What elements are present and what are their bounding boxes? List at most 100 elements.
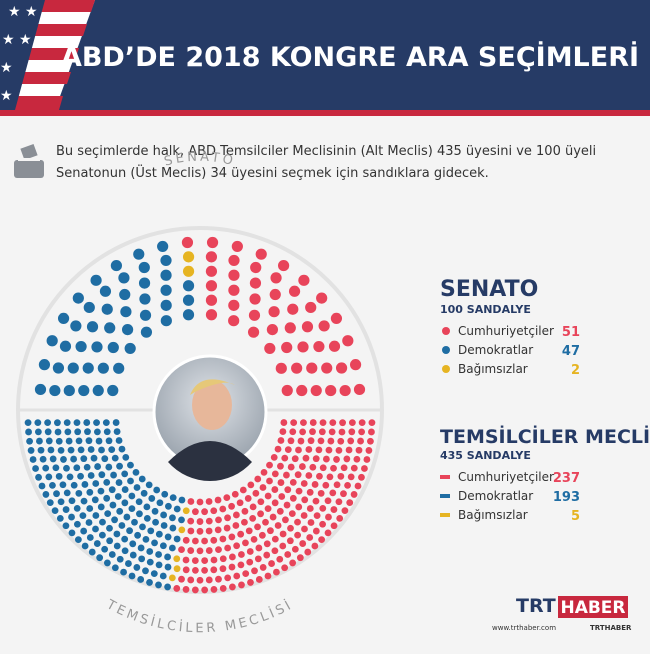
seat [164,563,172,571]
seat [330,522,338,530]
seat [224,514,231,522]
legend: Cumhuriyetçiler 51 Demokratlar 47 Bağımsızla… [440,324,580,524]
seat [56,514,64,522]
seat [191,586,199,594]
seat [160,284,172,296]
seat [294,518,301,526]
seat [232,522,240,529]
seat [219,505,227,513]
seat [173,505,181,513]
seat [160,299,172,311]
seat [306,505,314,512]
seat [182,294,195,306]
seat [306,488,314,496]
seat [187,527,195,535]
seat [81,542,89,550]
seat [321,362,333,374]
intro-text: Senatonun (Üst Meclis) 34 üyesini seçmek… [56,164,489,181]
seat [287,524,294,532]
seat [317,437,325,445]
seat [164,583,171,591]
seat [81,481,89,488]
seat [37,446,45,454]
seat [169,514,176,522]
seat [228,269,240,281]
seat [269,288,281,301]
seat [146,558,154,566]
seat [49,455,57,463]
seat [135,498,143,506]
ring-label: TEMSİLCİLER MECLİSİ [103,596,296,636]
seat [62,506,70,513]
legend-value: 2 [571,363,580,378]
seat [311,481,319,488]
seat [110,471,117,479]
seat [318,536,326,544]
seat [70,481,78,489]
seat [129,551,137,559]
seat [306,534,314,541]
seat [74,520,81,528]
seat [317,489,325,497]
seat [264,505,272,513]
seat [191,557,199,564]
seat [297,437,305,445]
seat [103,478,111,486]
seat [275,362,287,374]
logo-text: HABER [560,598,625,618]
seat [264,342,276,355]
seat [249,293,261,305]
seat [210,536,218,544]
legend-swatch [440,494,450,498]
seat [347,437,355,445]
seat [368,419,376,427]
seat [196,498,204,506]
seat [353,383,366,396]
seat [107,341,119,354]
seat [121,547,129,555]
seat [271,535,279,543]
seat [115,479,123,486]
seat [140,326,153,338]
seat [63,384,75,397]
seat [118,272,130,284]
seat [289,559,297,567]
seat [295,503,303,511]
seat [316,292,328,304]
seat [39,455,47,463]
seat [367,437,374,445]
seat [91,496,99,504]
seat [347,473,355,481]
seat [182,507,190,515]
seat [187,576,195,584]
seat [299,428,307,436]
seat [201,566,209,574]
seat [224,574,232,582]
seat [57,498,65,506]
seat [118,522,126,529]
seat [123,513,131,521]
seat [365,447,373,454]
seat [182,265,195,277]
seat [248,309,261,321]
seat [279,530,287,538]
seat [111,516,118,524]
seat [86,505,94,512]
seat [74,428,82,436]
seat [327,437,335,445]
legend-swatch [440,513,450,517]
seat [191,537,199,545]
house-title: TEMSİLCİLER MECLİSİ [440,424,650,448]
seat [106,537,114,545]
seat [246,558,254,566]
seat [201,557,209,564]
seat [104,510,112,517]
seat [143,503,151,511]
seat [368,428,375,436]
seat [109,501,117,509]
seat [106,524,113,532]
seat [99,531,106,539]
seat [251,567,258,575]
seat [122,453,130,461]
seat [358,419,366,427]
